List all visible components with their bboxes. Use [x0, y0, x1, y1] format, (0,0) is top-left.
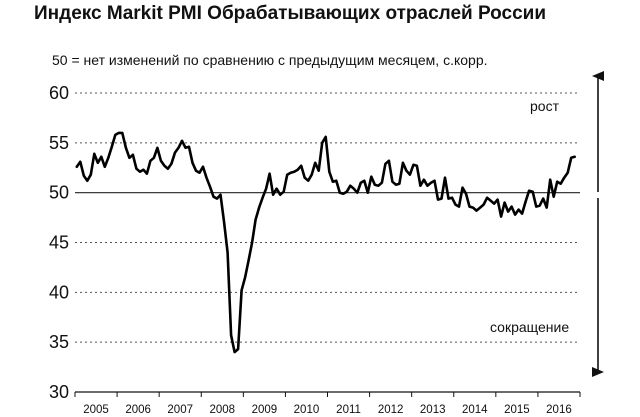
x-tick-label: 2006 — [125, 404, 151, 416]
x-tick-label: 2015 — [504, 404, 530, 416]
y-tick-label: 35 — [49, 332, 69, 352]
x-tick-label: 2009 — [252, 404, 278, 416]
y-tick-label: 40 — [49, 282, 69, 302]
gridlines — [75, 92, 580, 343]
y-tick-label: 45 — [49, 233, 69, 253]
annotations: рост сокращение — [490, 71, 604, 377]
y-tick-label: 50 — [49, 183, 69, 203]
x-tick-label: 2008 — [209, 404, 235, 416]
x-tick-label: 2011 — [336, 404, 361, 416]
x-tick-label: 2013 — [420, 404, 446, 416]
y-tick-label: 60 — [49, 83, 69, 103]
chart-subtitle: 50 = нет изменений по сравнению с предыд… — [52, 52, 488, 68]
x-tick-label: 2012 — [378, 404, 404, 416]
x-tick-label: 2007 — [167, 404, 193, 416]
y-tick-label: 55 — [49, 133, 69, 153]
series-pmi — [75, 131, 577, 354]
x-axis: 2005 2006 2007 2008 2009 2010 2011 2012 2013 2014… — [74, 391, 581, 416]
y-axis-ticks: 30 35 40 45 50 55 60 — [49, 83, 69, 402]
y-tick-label: 30 — [49, 382, 69, 402]
annotation-growth: рост — [530, 98, 560, 114]
annotation-contraction: сокращение — [490, 319, 569, 335]
x-tick-label: 2005 — [83, 404, 109, 416]
chart-title: Индекс Markit PMI Обрабатывающих отрасле… — [34, 3, 547, 24]
series-line-0 — [75, 131, 577, 354]
x-tick-label: 2016 — [546, 404, 572, 416]
x-tick-label: 2014 — [462, 404, 488, 416]
x-tick-label: 2010 — [294, 404, 320, 416]
